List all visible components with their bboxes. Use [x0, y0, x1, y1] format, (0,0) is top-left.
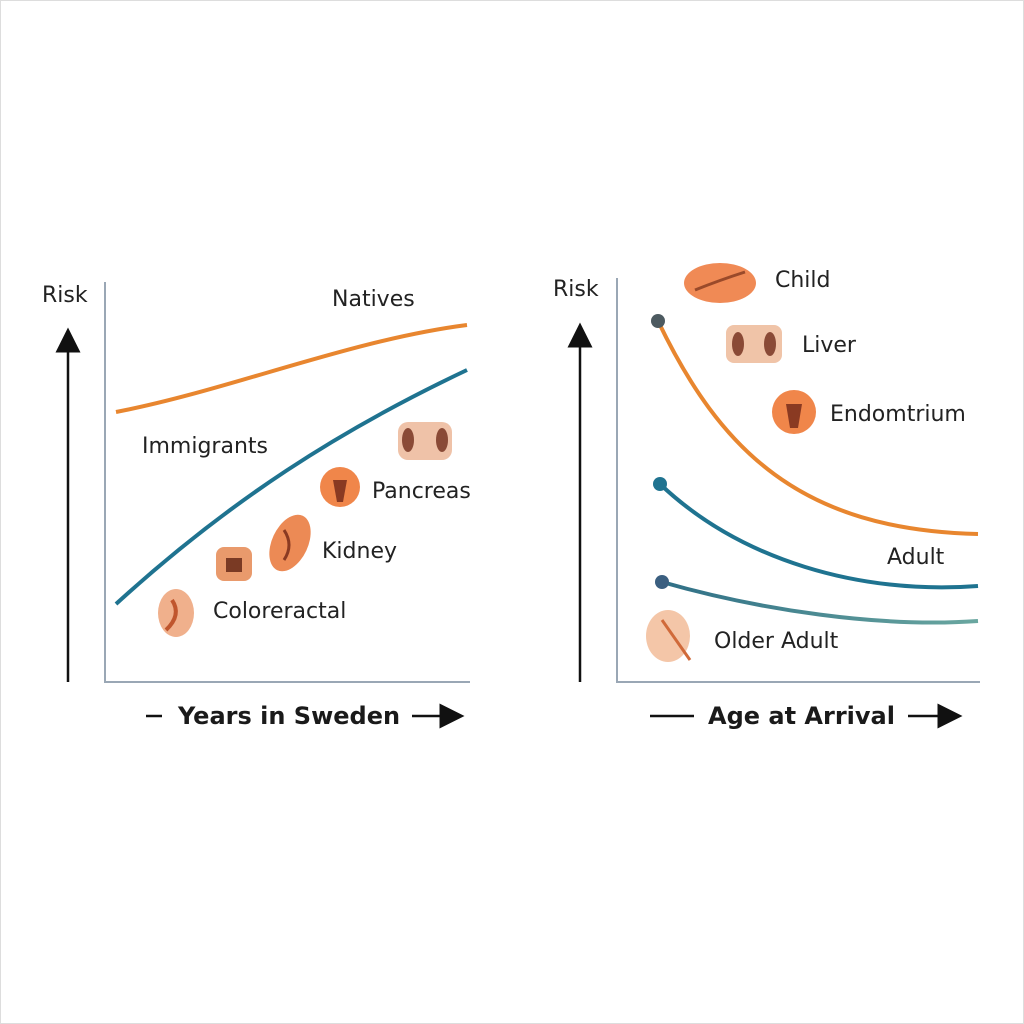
- series-label: Immigrants: [142, 434, 268, 459]
- x-label: Age at Arrival: [708, 702, 895, 730]
- series-label: Natives: [332, 287, 415, 312]
- child-curve: [656, 320, 979, 536]
- organ-icon: [726, 325, 782, 363]
- organ-icon: [646, 610, 692, 662]
- axes: [616, 278, 980, 683]
- left-panel: Risk Natives Immigrants Pancreas Kidney …: [42, 282, 471, 730]
- y-label: Risk: [42, 283, 88, 308]
- x-label: Years in Sweden: [177, 702, 400, 730]
- axes: [104, 282, 470, 683]
- y-label: Risk: [553, 277, 599, 302]
- adult-curve: [658, 482, 979, 590]
- start-dot: [653, 477, 667, 491]
- organ-label: Liver: [802, 333, 857, 358]
- natives-curve: [115, 323, 468, 414]
- organ-icon: [216, 547, 252, 581]
- organ-icon: [684, 263, 756, 303]
- organ-icon: [772, 390, 816, 434]
- organ-icon: [158, 589, 194, 637]
- organ-label: Coloreractal: [213, 599, 346, 624]
- organ-icon: [320, 467, 360, 507]
- organ-label: Child: [775, 268, 831, 293]
- start-dot: [655, 575, 669, 589]
- organ-icon: [269, 514, 311, 572]
- organ-label: Kidney: [322, 539, 397, 564]
- older-adult-curve: [661, 580, 979, 625]
- organ-label: Pancreas: [372, 479, 471, 504]
- organ-label: Endomtrium: [830, 402, 966, 427]
- group-label: Older Adult: [714, 629, 839, 654]
- group-label: Adult: [887, 545, 945, 570]
- immigrants-curve: [114, 368, 468, 606]
- start-dot: [651, 314, 665, 328]
- right-panel: Risk Child Liver Endomtrium Adult Older …: [553, 263, 980, 730]
- organ-icon: [398, 422, 452, 460]
